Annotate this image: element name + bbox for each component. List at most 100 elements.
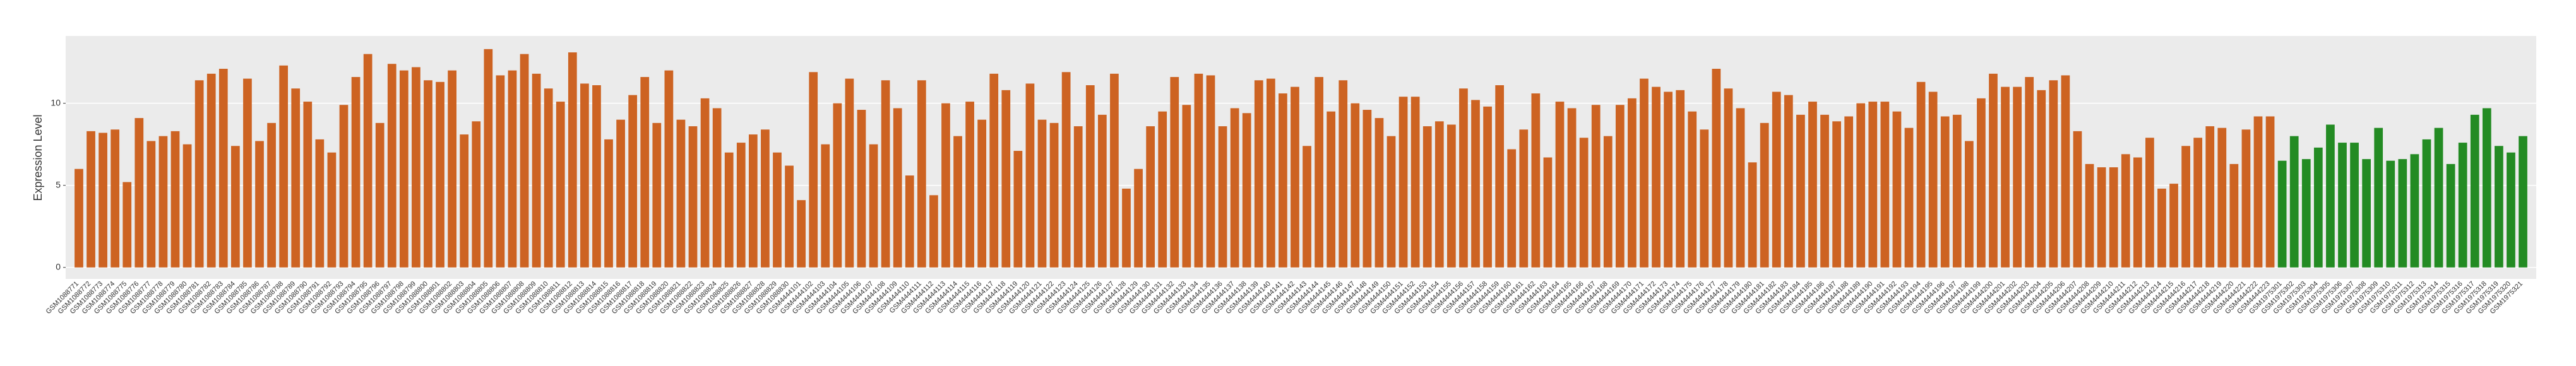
bar: [1398, 97, 1408, 268]
bar: [2313, 147, 2323, 268]
bar: [2037, 90, 2046, 268]
bar: [2386, 160, 2395, 268]
bar: [1386, 136, 1396, 268]
bar: [2265, 116, 2275, 268]
bar: [2121, 154, 2130, 268]
bar: [748, 134, 758, 268]
bar: [218, 69, 228, 268]
bar: [1483, 106, 1492, 268]
bar: [676, 119, 686, 268]
bar: [182, 144, 192, 268]
bar: [700, 98, 710, 268]
bar: [1555, 102, 1565, 268]
bar: [2470, 114, 2479, 268]
bar: [1110, 73, 1119, 268]
bar: [1303, 146, 1311, 268]
bar: [146, 141, 156, 268]
bar: [1218, 126, 1227, 268]
bar: [424, 80, 432, 268]
bar: [1591, 105, 1601, 268]
bar: [2193, 138, 2203, 268]
bar: [1434, 121, 1444, 268]
bar: [1170, 77, 1179, 268]
bar: [1964, 141, 1974, 268]
bar: [1808, 102, 1817, 268]
bar: [821, 144, 830, 268]
bar: [2169, 184, 2178, 268]
bar: [1916, 81, 1926, 268]
bar: [110, 129, 120, 268]
bar: [773, 152, 782, 268]
bar: [1603, 136, 1613, 268]
bar: [231, 146, 240, 268]
bar: [1579, 138, 1589, 268]
bar: [1712, 69, 1721, 268]
bar: [1061, 72, 1071, 268]
bar: [2025, 77, 2034, 268]
bar: [941, 103, 950, 268]
bar: [1844, 116, 1854, 268]
bar: [1567, 108, 1577, 268]
bar: [436, 81, 444, 268]
bar: [2434, 127, 2443, 268]
bar: [724, 152, 734, 268]
bar: [1447, 124, 1456, 268]
bar: [712, 108, 722, 268]
bar: [1543, 157, 1553, 268]
bar: [1242, 113, 1251, 268]
bar: [2097, 167, 2106, 268]
bar: [1748, 162, 1757, 268]
bar: [1832, 121, 1841, 268]
bar: [1784, 95, 1793, 268]
bar: [1495, 85, 1505, 268]
bar: [279, 65, 289, 268]
bar: [484, 49, 493, 268]
bar: [2482, 108, 2491, 268]
bar: [1880, 102, 1890, 268]
bar: [2519, 136, 2527, 268]
bar: [1628, 98, 1637, 268]
bar: [1037, 119, 1047, 268]
bar: [2229, 163, 2239, 268]
bar: [2507, 152, 2515, 268]
bar: [857, 110, 866, 268]
bar: [1013, 151, 1023, 268]
bar: [2495, 146, 2503, 268]
bar: [616, 119, 625, 268]
bar: [2001, 86, 2010, 268]
bar: [652, 122, 662, 268]
bar: [448, 70, 456, 268]
bar: [1796, 114, 1805, 268]
bar: [339, 105, 349, 268]
bar: [977, 119, 987, 268]
bar: [1194, 73, 1203, 268]
bar: [881, 80, 890, 268]
bar: [255, 141, 264, 268]
bar: [1531, 93, 1541, 268]
bar: [2289, 136, 2299, 268]
y-axis-title: Expression Level: [32, 114, 44, 201]
bar: [520, 54, 529, 268]
bar: [2410, 154, 2419, 268]
bar: [375, 122, 385, 268]
bar: [2073, 131, 2082, 268]
y-tick-label: 5: [56, 179, 61, 189]
bar: [1952, 114, 1962, 268]
bar: [1652, 86, 1661, 268]
bar: [1279, 93, 1287, 268]
bar: [1122, 188, 1131, 268]
bar: [1097, 114, 1107, 268]
bar: [1868, 102, 1878, 268]
bar: [2253, 116, 2263, 268]
bar: [965, 102, 974, 268]
bar: [1266, 78, 1275, 268]
bar: [1374, 118, 1384, 268]
bar: [1085, 85, 1095, 268]
bar: [905, 175, 914, 268]
bar: [1688, 111, 1697, 268]
bar: [2217, 127, 2227, 268]
bar: [98, 133, 107, 268]
bar: [688, 126, 698, 268]
bar: [1049, 122, 1059, 268]
bar: [267, 122, 276, 268]
